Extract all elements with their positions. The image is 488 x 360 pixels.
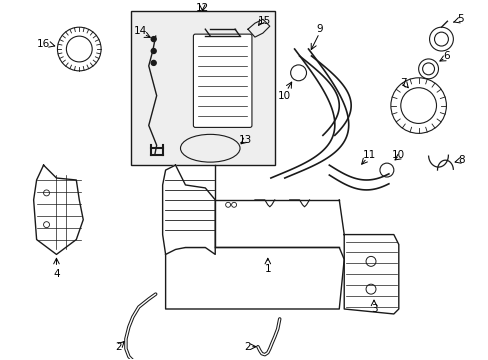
FancyBboxPatch shape <box>193 34 251 127</box>
Text: 2: 2 <box>244 342 251 352</box>
Text: 10: 10 <box>391 150 405 160</box>
Text: 10: 10 <box>278 91 291 101</box>
Text: 15: 15 <box>258 16 271 26</box>
Text: 9: 9 <box>315 24 322 34</box>
Polygon shape <box>163 165 215 255</box>
Text: 11: 11 <box>362 150 375 160</box>
Circle shape <box>151 37 156 41</box>
Polygon shape <box>165 247 344 309</box>
Text: 12: 12 <box>195 3 208 13</box>
Circle shape <box>151 60 156 66</box>
Text: 16: 16 <box>37 39 50 49</box>
Text: 13: 13 <box>238 135 251 145</box>
Text: 4: 4 <box>53 269 60 279</box>
Circle shape <box>151 49 156 54</box>
Text: 3: 3 <box>370 304 377 314</box>
Text: 6: 6 <box>442 51 449 61</box>
Text: 7: 7 <box>400 78 406 88</box>
Text: 2: 2 <box>116 342 122 352</box>
Text: 8: 8 <box>457 155 464 165</box>
Polygon shape <box>344 235 398 314</box>
Text: 1: 1 <box>264 264 270 274</box>
Text: 5: 5 <box>456 14 463 24</box>
Bar <box>131 11 274 165</box>
Polygon shape <box>34 165 83 255</box>
Text: 14: 14 <box>134 26 147 36</box>
